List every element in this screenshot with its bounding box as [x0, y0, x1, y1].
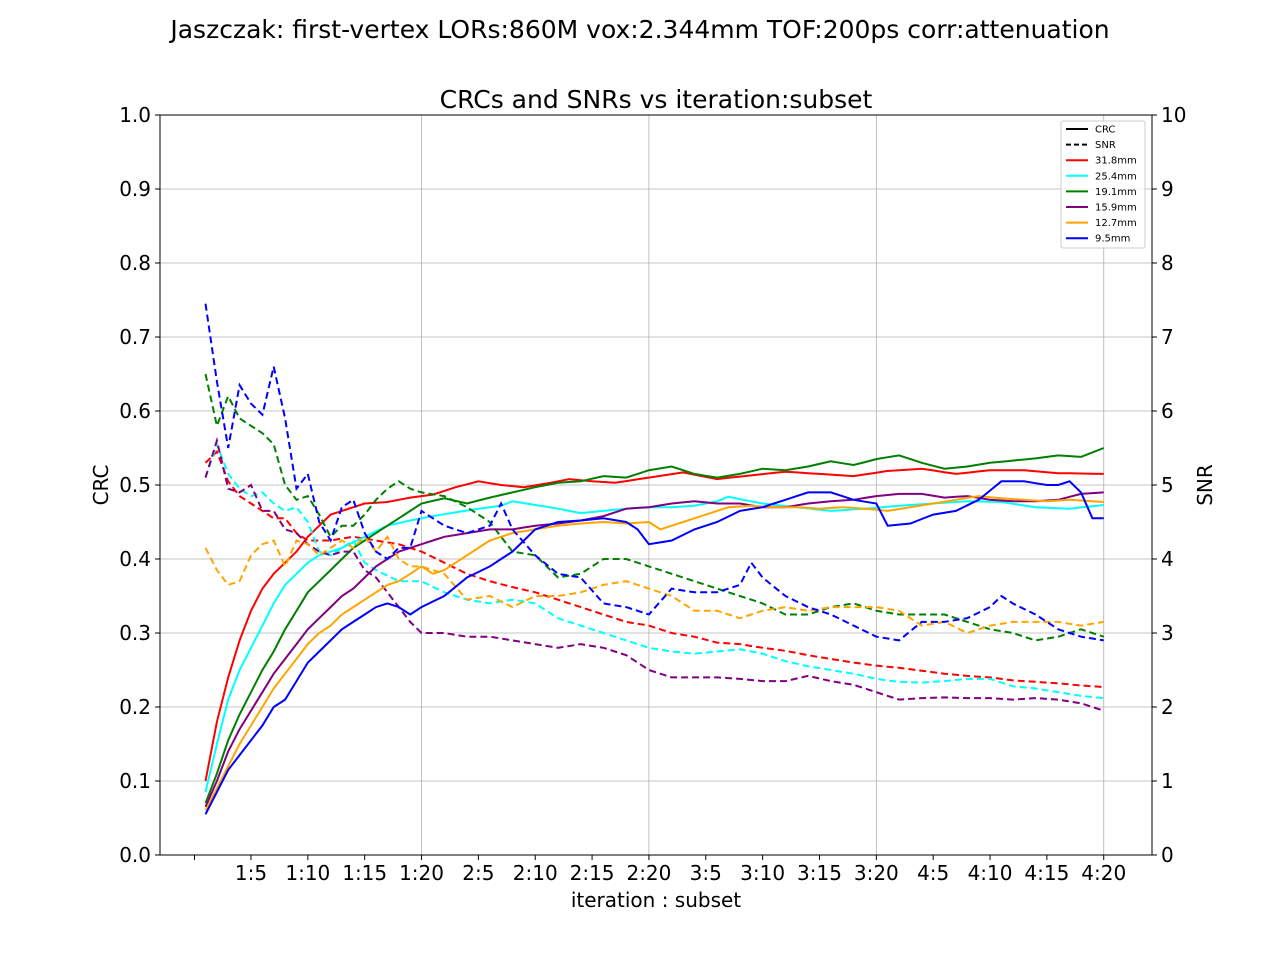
right-y-tick-label: 8 — [1161, 251, 1174, 275]
legend-label: CRC — [1095, 125, 1115, 136]
right-y-tick-label: 6 — [1161, 399, 1174, 423]
chart-title: CRCs and SNRs vs iteration:subset — [440, 85, 873, 114]
snr-line-15-9mm — [204, 436, 1105, 712]
crc-line-9-5mm — [204, 480, 1104, 815]
crc-line-12-7mm — [204, 495, 1104, 812]
right-y-tick-label: 4 — [1161, 547, 1174, 571]
x-tick-label: 2:20 — [626, 861, 671, 885]
left-y-tick-label: 0.0 — [119, 843, 151, 867]
left-y-tick-label: 0.7 — [119, 325, 151, 349]
right-y-axis-label: SNR — [1193, 464, 1217, 506]
snr-line-25-4mm — [204, 441, 1104, 700]
left-y-tick-label: 0.1 — [119, 769, 151, 793]
legend-label: 15.9mm — [1095, 203, 1137, 214]
left-y-tick-label: 0.9 — [119, 177, 151, 201]
figure-suptitle: Jaszczak: first-vertex LORs:860M vox:2.3… — [168, 15, 1109, 44]
x-tick-label: 4:10 — [968, 861, 1013, 885]
left-y-tick-label: 0.6 — [119, 399, 151, 423]
x-tick-label: 3:10 — [740, 861, 785, 885]
x-axis-label: iteration : subset — [571, 888, 741, 912]
right-y-tick-label: 1 — [1161, 769, 1174, 793]
x-tick-label: 1:5 — [235, 861, 267, 885]
legend-label: 12.7mm — [1095, 218, 1137, 229]
x-tick-label: 2:10 — [513, 861, 558, 885]
right-y-tick-label: 9 — [1161, 177, 1174, 201]
legend-label: 31.8mm — [1095, 156, 1137, 167]
x-tick-label: 1:20 — [399, 861, 444, 885]
crc-line-19-1mm — [204, 447, 1105, 804]
right-y-tick-label: 0 — [1161, 843, 1174, 867]
right-y-tick-label: 7 — [1161, 325, 1174, 349]
left-y-tick-label: 0.4 — [119, 547, 151, 571]
left-y-tick-label: 0.2 — [119, 695, 151, 719]
snr-line-19-1mm — [204, 373, 1105, 642]
snr-line-9-5mm — [204, 303, 1104, 642]
series-layer — [204, 303, 1105, 815]
x-tick-label: 4:5 — [917, 861, 949, 885]
x-tick-label: 2:5 — [462, 861, 494, 885]
legend: CRC SNR 31.8mm 25.4mm 19.1mm 15.9mm 12.7mm 9.5m… — [1060, 120, 1146, 249]
x-tick-label: 3:5 — [690, 861, 722, 885]
x-tick-label: 1:10 — [285, 861, 330, 885]
x-tick-label: 2:15 — [570, 861, 615, 885]
right-y-tick-label: 5 — [1161, 473, 1174, 497]
legend-label: 19.1mm — [1095, 187, 1137, 198]
left-y-axis-label: CRC — [89, 465, 113, 506]
right-y-tick-label: 3 — [1161, 621, 1174, 645]
left-y-tick-label: 0.3 — [119, 621, 151, 645]
right-y-tick-label: 2 — [1161, 695, 1174, 719]
x-tick-label: 3:20 — [854, 861, 899, 885]
x-axis-ticks: 1:5 1:10 1:15 1:20 2:5 2:10 2:15 2:20 3:5 3:10 3:1… — [194, 855, 1126, 885]
x-tick-label: 4:20 — [1081, 861, 1126, 885]
legend-label: SNR — [1095, 140, 1116, 151]
left-y-tick-label: 0.8 — [119, 251, 151, 275]
legend-box — [1060, 120, 1146, 249]
right-y-axis-ticks: 0 1 2 3 4 5 6 7 8 9 10 — [1152, 103, 1186, 867]
x-tick-label: 1:15 — [342, 861, 387, 885]
snr-line-31-8mm — [204, 449, 1104, 688]
crc-line-15-9mm — [204, 491, 1104, 808]
x-tick-label: 3:15 — [797, 861, 842, 885]
legend-label: 9.5mm — [1095, 234, 1130, 245]
snr-line-12-7mm — [204, 534, 1104, 635]
left-y-tick-label: 1.0 — [119, 103, 151, 127]
left-y-axis-ticks: 0.0 0.1 0.2 0.3 0.4 0.5 0.6 0.7 0.8 0.9 1.0 — [119, 103, 160, 867]
left-y-tick-label: 0.5 — [119, 473, 151, 497]
x-tick-label: 4:15 — [1024, 861, 1069, 885]
right-y-tick-label: 10 — [1161, 103, 1186, 127]
legend-label: 25.4mm — [1095, 171, 1137, 182]
